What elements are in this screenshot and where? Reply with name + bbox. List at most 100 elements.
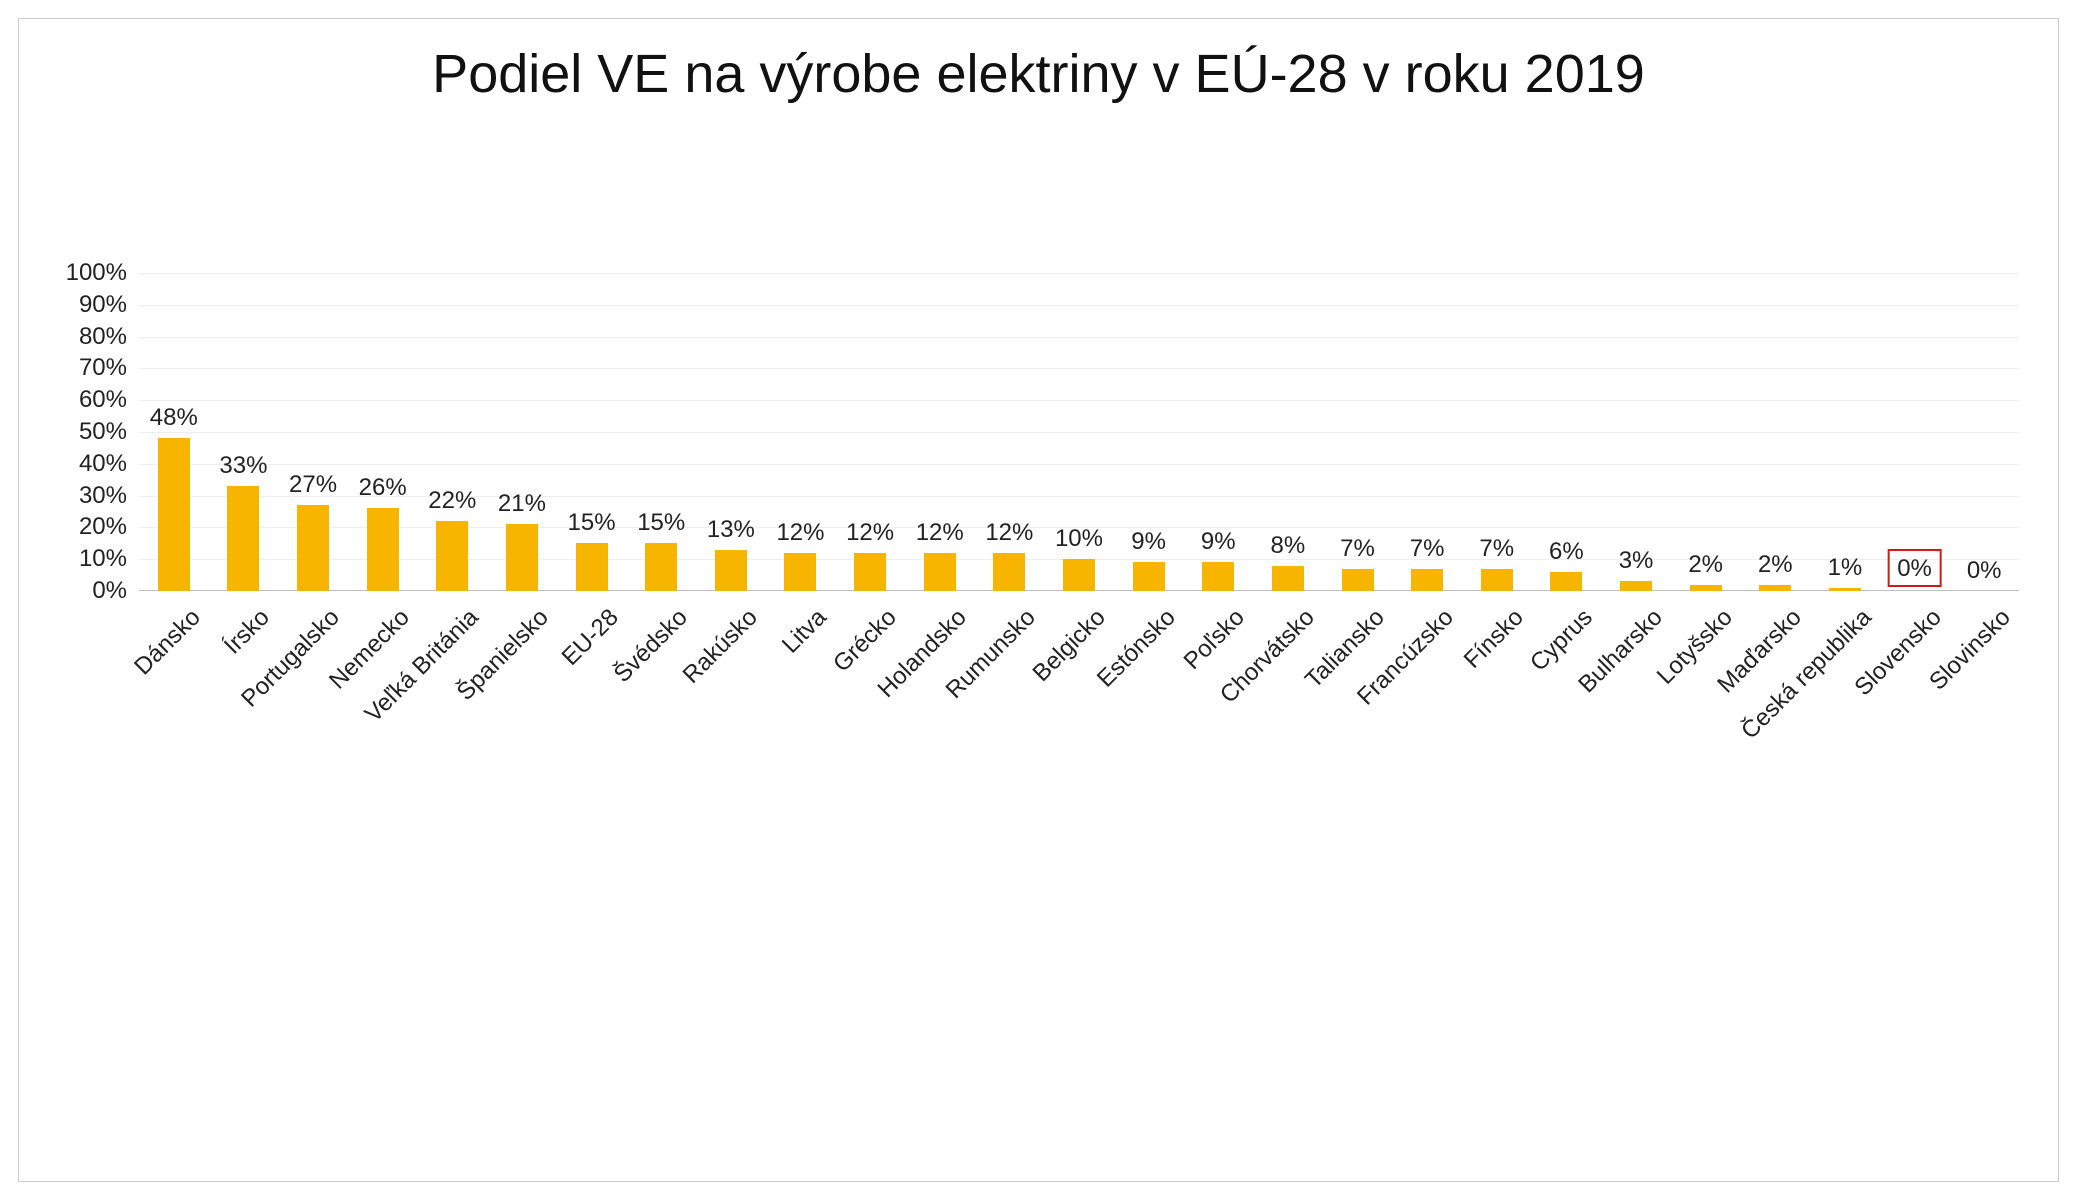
plot-area: 0%10%20%30%40%50%60%70%80%90%100%48%Dáns… xyxy=(139,273,2019,591)
bar xyxy=(158,438,190,591)
bar-value-label: 3% xyxy=(1619,547,1654,581)
bar-group: 10%Belgicko xyxy=(1044,590,1114,591)
bar-value-label: 0% xyxy=(1967,557,2002,591)
bar xyxy=(576,543,608,591)
bar-value-label: 13% xyxy=(707,516,755,550)
bar-value-label: 48% xyxy=(150,404,198,438)
bar xyxy=(1411,569,1443,591)
bar xyxy=(1063,559,1095,591)
y-tick-label: 50% xyxy=(79,418,139,446)
category-label: Švédsko xyxy=(602,597,694,689)
bar-value-label: 10% xyxy=(1055,525,1103,559)
y-tick-label: 10% xyxy=(79,545,139,573)
bar xyxy=(1481,569,1513,591)
bar-group: 0%Slovinsko xyxy=(1949,590,2019,591)
bar-value-label: 27% xyxy=(289,471,337,505)
gridline xyxy=(139,400,2019,401)
bar-value-label: 2% xyxy=(1758,551,1793,585)
bar-value-label: 9% xyxy=(1131,528,1166,562)
bar-value-label: 0% xyxy=(1887,549,1942,587)
bar-value-label: 7% xyxy=(1479,535,1514,569)
bar-group: 33%Írsko xyxy=(209,590,279,591)
bar-value-label: 22% xyxy=(428,487,476,521)
bar-value-label: 26% xyxy=(359,474,407,508)
gridline xyxy=(139,432,2019,433)
bar xyxy=(784,553,816,591)
y-tick-label: 40% xyxy=(79,450,139,478)
gridline xyxy=(139,337,2019,338)
bar-group: 1%Česká republika xyxy=(1810,590,1880,591)
bar-value-label: 33% xyxy=(219,452,267,486)
bar xyxy=(367,508,399,591)
bar-group: 12%Litva xyxy=(766,590,836,591)
bar xyxy=(854,553,886,591)
bar xyxy=(1620,581,1652,591)
bar xyxy=(506,524,538,591)
bar-group: 2%Lotyšsko xyxy=(1671,590,1741,591)
bar-group: 8%Chorvátsko xyxy=(1253,590,1323,591)
gridline xyxy=(139,368,2019,369)
chart-title: Podiel VE na výrobe elektriny v EÚ-28 v … xyxy=(19,43,2058,105)
bar xyxy=(297,505,329,591)
bar xyxy=(715,550,747,591)
bar-value-label: 2% xyxy=(1688,551,1723,585)
y-tick-label: 90% xyxy=(79,291,139,319)
category-label: Rakúsko xyxy=(670,597,763,690)
bar-group: 12%Holandsko xyxy=(905,590,975,591)
y-tick-label: 100% xyxy=(66,259,139,287)
bar-value-label: 9% xyxy=(1201,528,1236,562)
bar xyxy=(436,521,468,591)
bar-group: 27%Portugalsko xyxy=(278,590,348,591)
y-tick-label: 20% xyxy=(79,513,139,541)
y-tick-label: 0% xyxy=(92,577,139,605)
y-tick-label: 30% xyxy=(79,482,139,510)
bar-value-label: 21% xyxy=(498,490,546,524)
bar xyxy=(1759,585,1791,591)
bar xyxy=(1202,562,1234,591)
bar-value-label: 12% xyxy=(776,519,824,553)
bar-group: 3%Bulharsko xyxy=(1601,590,1671,591)
bar-group: 21%Španielsko xyxy=(487,590,557,591)
bar-group: 7%Francúzsko xyxy=(1392,590,1462,591)
bar-group: 12%Rumunsko xyxy=(975,590,1045,591)
bar-value-label: 7% xyxy=(1410,535,1445,569)
bar-value-label: 15% xyxy=(637,509,685,543)
bar xyxy=(227,486,259,591)
y-tick-label: 80% xyxy=(79,323,139,351)
chart-frame: Podiel VE na výrobe elektriny v EÚ-28 v … xyxy=(18,18,2059,1182)
bar-group: 6%Cyprus xyxy=(1532,590,1602,591)
bar-value-label: 12% xyxy=(916,519,964,553)
bar xyxy=(1550,572,1582,591)
bar-value-label: 12% xyxy=(846,519,894,553)
bar-group: 22%Veľká Británia xyxy=(418,590,488,591)
bar xyxy=(1272,566,1304,591)
bar-group: 15%Švédsko xyxy=(626,590,696,591)
gridline xyxy=(139,496,2019,497)
bar xyxy=(1690,585,1722,591)
bar-value-label: 6% xyxy=(1549,538,1584,572)
bar-group: 7%Fínsko xyxy=(1462,590,1532,591)
gridline xyxy=(139,464,2019,465)
bar-group: 9%Estónsko xyxy=(1114,590,1184,591)
y-tick-label: 60% xyxy=(79,386,139,414)
bar xyxy=(1133,562,1165,591)
bar-value-label: 1% xyxy=(1828,554,1863,588)
bar-group: 7%Taliansko xyxy=(1323,590,1393,591)
bar-group: 0%Slovensko xyxy=(1880,590,1950,591)
bar-value-label: 8% xyxy=(1271,532,1306,566)
bar-group: 2%Maďarsko xyxy=(1740,590,1810,591)
category-label: Fínsko xyxy=(1451,597,1529,675)
gridline xyxy=(139,273,2019,274)
bar-value-label: 12% xyxy=(985,519,1033,553)
bar-group: 13%Rakúsko xyxy=(696,590,766,591)
gridline xyxy=(139,305,2019,306)
bar-group: 26%Nemecko xyxy=(348,590,418,591)
category-label: Dánsko xyxy=(122,597,206,681)
bar-value-label: 15% xyxy=(568,509,616,543)
bar-group: 48%Dánsko xyxy=(139,590,209,591)
bar-group: 9%Poľsko xyxy=(1183,590,1253,591)
bar xyxy=(1829,588,1861,591)
y-tick-label: 70% xyxy=(79,354,139,382)
bar xyxy=(993,553,1025,591)
bar-group: 15%EU-28 xyxy=(557,590,627,591)
